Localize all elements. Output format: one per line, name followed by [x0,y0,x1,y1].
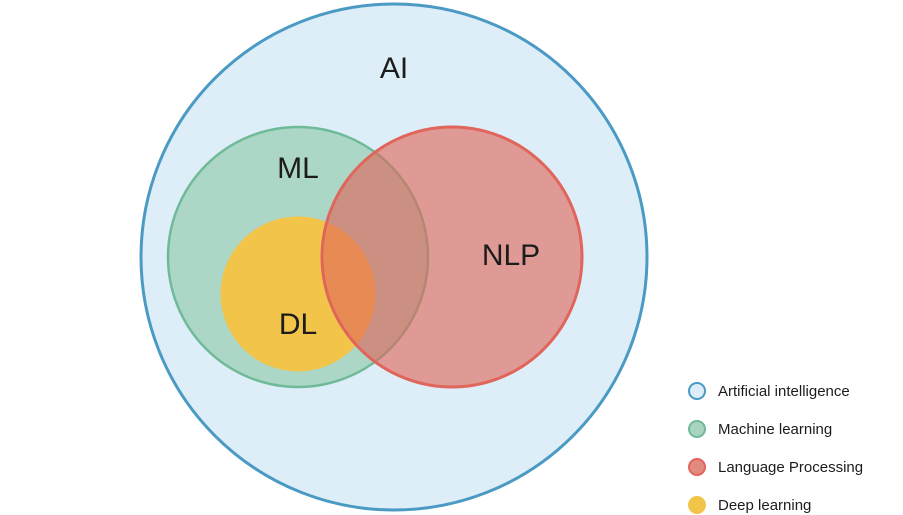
legend-item-ai: Artificial intelligence [688,372,898,410]
dl-label: DL [279,308,317,341]
legend-swatch-ml [688,420,706,438]
ai-label: AI [380,52,408,85]
nlp-circle [320,125,584,389]
legend-swatch-ai [688,382,706,400]
legend-item-dl: Deep learning [688,486,898,515]
ml-label: ML [277,152,319,185]
legend-item-ml: Machine learning [688,410,898,448]
nlp-label: NLP [482,239,540,272]
legend-label-nlp: Language Processing [718,458,864,476]
legend-label-ml: Machine learning [718,420,833,438]
legend-label-ai: Artificial intelligence [718,382,850,400]
legend-item-nlp: Language Processing [688,448,898,486]
legend-swatch-nlp [688,458,706,476]
legend: Artificial intelligence Machine learning… [688,372,898,515]
legend-swatch-dl [688,496,706,514]
legend-label-dl: Deep learning [718,496,812,514]
